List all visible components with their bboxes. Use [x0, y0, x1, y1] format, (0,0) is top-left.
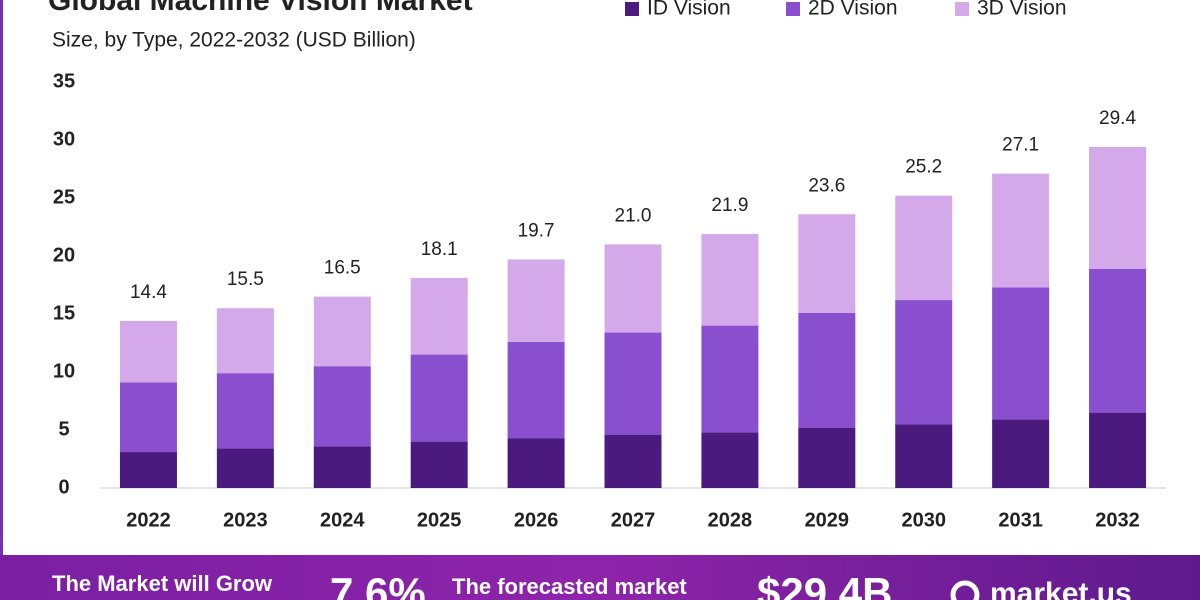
x-tick-label: 2029 [805, 509, 850, 531]
banner-size: $29.4B [757, 569, 892, 600]
bar-segment [410, 441, 468, 488]
total-label: 27.1 [1002, 135, 1039, 156]
bar-segment [701, 325, 759, 433]
banner-text: The forecasted market [452, 574, 687, 599]
x-tick-label: 2028 [708, 509, 753, 531]
bar-segment [798, 214, 856, 313]
total-label: 25.2 [905, 157, 942, 178]
bar-segment [1089, 146, 1147, 269]
y-tick-label: 20 [53, 244, 75, 266]
bar-segment [507, 438, 565, 488]
bar-segment [1089, 268, 1147, 413]
left-border [0, 0, 3, 555]
chart-title: Global Machine Vision Market [48, 0, 473, 17]
x-tick-label: 2027 [611, 509, 656, 531]
bar-segment [507, 341, 565, 439]
chart-subtitle: Size, by Type, 2022-2032 (USD Billion) [52, 29, 416, 52]
total-label: 18.1 [421, 239, 458, 260]
legend-swatch [625, 2, 639, 16]
y-tick-label: 25 [53, 186, 75, 208]
bar-segment [313, 366, 371, 447]
bar-segment [313, 296, 371, 367]
y-tick-label: 35 [53, 70, 75, 92]
bar-segment [216, 448, 274, 488]
bar-segment [895, 300, 953, 425]
bar-segment [507, 259, 565, 342]
bar-segment [798, 427, 856, 488]
bar-segment [313, 446, 371, 488]
bar-segment [604, 244, 662, 333]
x-tick-label: 2030 [901, 509, 946, 531]
x-tick-label: 2024 [320, 509, 365, 531]
bar-segment [604, 434, 662, 488]
bar-segment [992, 419, 1050, 488]
legend-swatch [955, 2, 969, 16]
total-label: 16.5 [324, 258, 361, 279]
y-tick-label: 5 [58, 418, 69, 440]
bar-segment [798, 312, 856, 428]
bar-segment [895, 424, 953, 488]
bar-segment [216, 373, 274, 449]
total-label: 21.9 [711, 195, 748, 216]
legend-label: 2D Vision [808, 0, 898, 20]
bar-segment [992, 173, 1050, 288]
x-tick-label: 2032 [1095, 509, 1140, 531]
banner-cagr: 7.6% [330, 569, 426, 600]
total-label: 29.4 [1099, 108, 1136, 129]
banner-brand: market.us [990, 577, 1132, 600]
bar-segment [701, 233, 759, 326]
legend-swatch [786, 2, 800, 16]
bar-segment [1089, 412, 1147, 488]
bar-segment [992, 287, 1050, 420]
bar-segment [216, 308, 274, 374]
total-label: 21.0 [615, 205, 652, 226]
banner [0, 555, 1200, 600]
x-tick-label: 2022 [126, 509, 171, 531]
bar-segment [119, 382, 177, 453]
total-label: 15.5 [227, 269, 264, 290]
y-tick-label: 30 [53, 128, 75, 150]
legend-label: ID Vision [647, 0, 731, 20]
legend-label: 3D Vision [977, 0, 1067, 20]
x-tick-label: 2025 [417, 509, 462, 531]
bar-segment [119, 452, 177, 488]
bar-segment [701, 432, 759, 488]
total-label: 14.4 [130, 282, 167, 303]
total-label: 19.7 [518, 220, 555, 241]
x-tick-label: 2031 [998, 509, 1043, 531]
y-tick-label: 0 [58, 476, 69, 498]
x-tick-label: 2023 [223, 509, 268, 531]
bar-segment [410, 354, 468, 442]
bar-segment [119, 320, 177, 383]
x-tick-label: 2026 [514, 509, 559, 531]
bar-segment [604, 332, 662, 435]
brand-logo [950, 580, 980, 600]
banner-text: The Market will Grow [52, 571, 273, 596]
total-label: 23.6 [808, 175, 845, 196]
bar-segment [410, 278, 468, 355]
y-tick-label: 10 [53, 360, 75, 382]
y-tick-label: 15 [53, 302, 75, 324]
bar-segment [895, 195, 953, 301]
